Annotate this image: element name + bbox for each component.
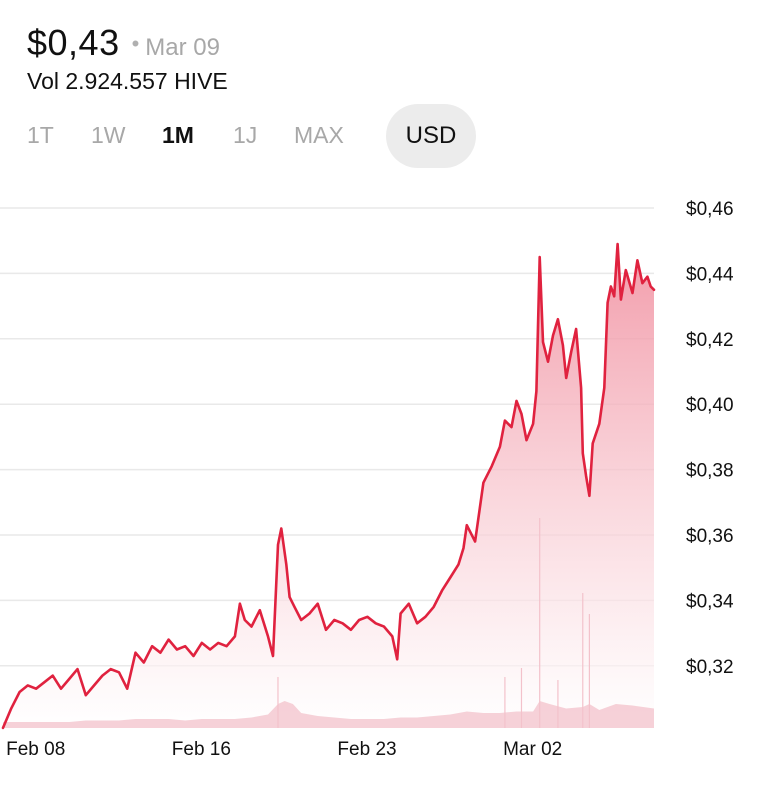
price-date: Mar 09: [145, 34, 220, 61]
currency-toggle-button[interactable]: USD: [386, 104, 476, 168]
volume-area: [3, 701, 654, 728]
x-tick-label: Feb 08: [6, 739, 65, 760]
separator-dot: •: [131, 31, 140, 56]
tab-1j[interactable]: 1J: [233, 122, 258, 148]
tab-1m[interactable]: 1M: [162, 122, 194, 148]
price-row: $0,43 • Mar 09: [27, 22, 228, 64]
price-header: $0,43 • Mar 09 Vol 2.924.557 HIVE: [27, 22, 228, 95]
price-area: [3, 244, 654, 728]
y-tick-label: $0,44: [686, 264, 734, 285]
x-tick-label: Mar 02: [503, 739, 562, 760]
tab-max[interactable]: MAX: [294, 122, 344, 148]
y-tick-label: $0,40: [686, 395, 734, 416]
y-tick-label: $0,46: [686, 199, 734, 220]
tab-1w[interactable]: 1W: [91, 122, 126, 148]
volume-label: Vol 2.924.557 HIVE: [27, 68, 228, 94]
y-tick-label: $0,32: [686, 657, 734, 678]
y-tick-label: $0,36: [686, 526, 734, 547]
price-chart[interactable]: $0,46 $0,44 $0,42 $0,40 $0,38 $0,36 $0,34 $0,32…: [0, 180, 768, 780]
y-tick-label: $0,42: [686, 330, 734, 351]
tab-1t[interactable]: 1T: [27, 122, 54, 148]
x-tick-label: Feb 23: [337, 739, 396, 760]
x-tick-label: Feb 16: [172, 739, 231, 760]
price-line: [1, 242, 656, 730]
y-tick-label: $0,34: [686, 591, 734, 612]
current-price: $0,43: [27, 22, 120, 63]
y-tick-label: $0,38: [686, 461, 734, 482]
timeframe-tabs: 1T 1W 1M 1J MAX USD: [0, 104, 768, 168]
